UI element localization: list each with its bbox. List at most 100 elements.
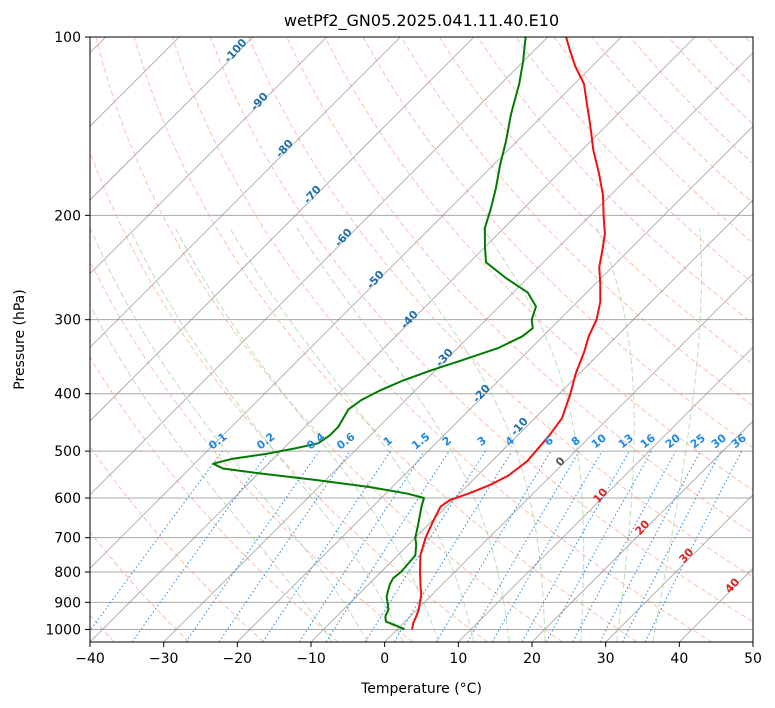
mixing-ratio-line [467, 450, 580, 642]
isotherm-grid [90, 37, 753, 642]
x-tick-label: 20 [523, 651, 541, 667]
x-tick-label: 40 [670, 651, 688, 667]
moist-adiabat-line [482, 227, 585, 642]
mixing-ratio-label: 0.4 [304, 430, 328, 452]
x-tick-label: −10 [296, 651, 326, 667]
isotherm-line [458, 346, 753, 642]
plot-frame [89, 36, 754, 643]
mixing-ratio-line [545, 450, 653, 642]
dry-adiabat-label: -80 [273, 137, 296, 161]
y-tick-label: 800 [54, 565, 81, 581]
y-axis-title: Pressure (hPa) [12, 289, 28, 389]
dry-adiabat-label: 10 [590, 485, 610, 505]
y-tick-label: 400 [54, 387, 81, 403]
moist-adiabats [90, 227, 702, 642]
isotherm-line [90, 37, 548, 496]
x-tick-label: −30 [149, 651, 179, 667]
dry-adiabat-label: 40 [722, 575, 742, 595]
dry-adiabat-line [171, 37, 712, 642]
y-axis: 100 200 300 400 500 600 700 800 900 1000 [45, 30, 90, 638]
moist-adiabat-line [174, 227, 439, 642]
y-tick-label: 500 [54, 444, 81, 460]
dry-adiabats [90, 37, 753, 642]
dry-adiabat-label: 30 [676, 545, 696, 565]
y-tick-label: 300 [54, 313, 81, 329]
dry-adiabat-label: -30 [433, 346, 456, 370]
dry-adiabat-label: -40 [398, 308, 421, 332]
x-tick-label: 0 [380, 651, 389, 667]
line-labels: 0.1 0.2 0.4 0.6 1 1.5 2 3 4 6 8 10 13 16 20 25 30 36-100-… [206, 36, 749, 596]
mixing-ratio-line [131, 450, 270, 642]
dry-adiabat-line [477, 37, 753, 325]
dry-adiabat-line [438, 37, 753, 366]
mixing-ratio-line [621, 450, 722, 642]
mixing-ratio-label: 8 [569, 434, 583, 449]
mixing-ratio-line [298, 450, 425, 642]
dry-adiabat-line [362, 37, 753, 449]
isotherm-line [90, 37, 401, 348]
mixing-ratio-lines [90, 450, 743, 642]
dry-adiabat-label: 0 [553, 454, 568, 469]
dry-adiabat-label: -60 [332, 226, 355, 250]
dry-adiabat-line [90, 445, 264, 642]
x-tick-label: −20 [223, 651, 253, 667]
dry-adiabat-line [744, 37, 753, 47]
mixing-ratio-label: 16 [638, 431, 658, 451]
dry-adiabat-line [90, 531, 190, 642]
mixing-ratio-label: 10 [589, 431, 609, 451]
dry-adiabat-label: -70 [301, 183, 324, 207]
isotherm-line [90, 37, 696, 642]
x-axis: −40 −30 −20 −10 0 10 20 30 40 50 [75, 642, 762, 667]
y-tick-label: 200 [54, 208, 81, 224]
isotherm-line [90, 37, 254, 201]
x-tick-label: 10 [449, 651, 467, 667]
mixing-ratio-line [572, 450, 677, 642]
dry-adiabat-label: -20 [470, 382, 493, 406]
dry-adiabat-label: 20 [632, 517, 652, 537]
mixing-ratio-line [262, 450, 392, 642]
mixing-ratio-label: 3 [475, 434, 489, 449]
dewpoint-profile-line [212, 37, 537, 631]
mixing-ratio-line [325, 450, 450, 642]
mixing-ratio-line [90, 450, 223, 632]
dry-adiabat-line [706, 37, 753, 86]
mixing-ratio-line [521, 450, 630, 642]
moist-adiabat-line [229, 227, 475, 642]
mixing-ratio-label: 2 [440, 434, 454, 449]
isotherm-line [90, 37, 622, 569]
moist-adiabat-line [596, 227, 635, 642]
moist-adiabat-line [129, 227, 404, 642]
moist-adiabat-line [90, 227, 369, 642]
x-axis-title: Temperature (°C) [360, 681, 482, 697]
y-tick-label: 1000 [45, 622, 81, 638]
isotherm-line [531, 420, 753, 642]
mixing-ratio-label: 36 [729, 431, 749, 451]
mixing-ratio-label: 1 [381, 434, 395, 449]
mixing-ratio-line [185, 450, 320, 642]
chart-title: wetPf2_GN05.2025.041.11.40.E10 [284, 11, 559, 31]
dry-adiabat-line [248, 37, 753, 578]
isotherm-line [90, 37, 475, 422]
isotherm-line [752, 641, 753, 642]
isobar-grid [90, 37, 753, 630]
dry-adiabat-label: -90 [248, 90, 271, 114]
plot-area: 0.1 0.2 0.4 0.6 1 1.5 2 3 4 6 8 10 13 16 20 25 30 36-100-… [89, 36, 754, 643]
y-tick-label: 700 [54, 531, 81, 547]
isotherm-line [384, 273, 753, 642]
x-tick-label: −40 [75, 651, 105, 667]
profile-series [212, 37, 606, 631]
dry-adiabat-line [133, 37, 638, 642]
dry-adiabat-line [210, 37, 753, 623]
y-tick-label: 100 [54, 30, 81, 46]
dry-adiabat-line [90, 356, 339, 642]
dry-adiabat-line [90, 150, 488, 642]
x-tick-label: 30 [597, 651, 615, 667]
mixing-ratio-label: 25 [688, 431, 708, 451]
dry-adiabat-line [95, 37, 563, 642]
mixing-ratio-line [435, 450, 552, 642]
y-tick-label: 600 [54, 491, 81, 507]
isotherm-line [237, 125, 753, 642]
dry-adiabat-line [324, 37, 753, 491]
moist-adiabat-line [379, 227, 546, 642]
